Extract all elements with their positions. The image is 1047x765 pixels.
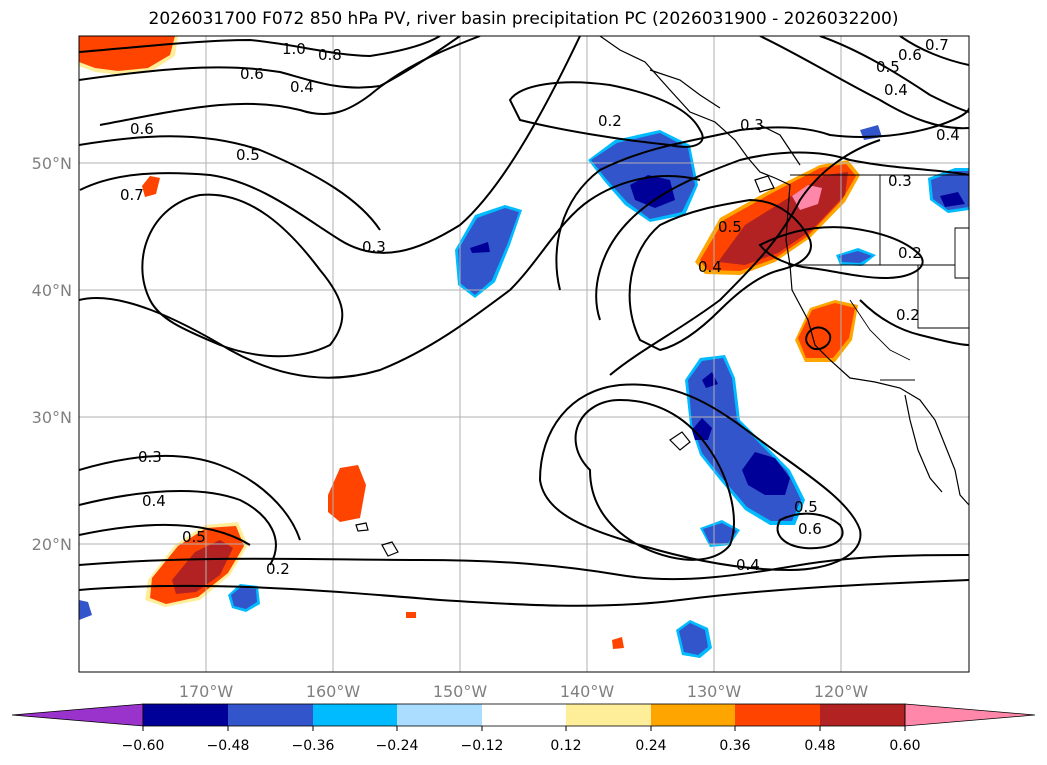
contour-labels: 1.0 0.8 0.6 0.6 0.5 0.7 0.2 0.3 0.3 0.5 …	[120, 36, 960, 578]
positive-precip-shading	[79, 36, 860, 649]
colorbar-segment	[143, 704, 228, 726]
colorbar-tick-label: 0.60	[889, 738, 920, 754]
colorbar-segment	[397, 704, 482, 726]
contour-label: 0.3	[888, 172, 912, 190]
political-borders	[788, 174, 969, 381]
contour-label: 0.3	[362, 238, 386, 256]
map-title: 2026031700 F072 850 hPa PV, river basin …	[148, 9, 899, 29]
contour-label: 0.4	[884, 81, 908, 99]
contour-label: 0.5	[876, 58, 900, 76]
contour-label: 0.2	[898, 244, 922, 262]
latitude-labels: 50°N 40°N 30°N 20°N	[32, 154, 72, 554]
colorbar-tick-label: −0.36	[292, 738, 335, 754]
lon-label: 120°W	[814, 682, 869, 701]
colorbar-segment	[228, 704, 313, 726]
colorbar-tick-label: −0.24	[376, 738, 419, 754]
lat-label: 20°N	[32, 535, 72, 554]
coastlines	[355, 36, 969, 557]
graticule	[79, 36, 969, 672]
colorbar-segment	[904, 703, 1036, 727]
colorbar-tick-label: −0.12	[461, 738, 504, 754]
contour-label: 0.5	[236, 146, 260, 164]
lon-label: 170°W	[179, 682, 234, 701]
contour-label: 0.8	[318, 46, 342, 64]
contour-label: 0.2	[896, 306, 920, 324]
contour-label: 0.4	[698, 258, 722, 276]
lat-label: 30°N	[32, 408, 72, 427]
contour-label: 0.4	[736, 556, 760, 574]
colorbar-tick-label: 0.36	[719, 738, 750, 754]
colorbar-tick-label: −0.48	[207, 738, 250, 754]
lon-label: 130°W	[687, 682, 742, 701]
lon-label: 140°W	[560, 682, 615, 701]
colorbar-tick-label: −0.60	[122, 738, 165, 754]
lon-label: 150°W	[433, 682, 488, 701]
lon-label: 160°W	[306, 682, 361, 701]
contour-label: 0.4	[936, 126, 960, 144]
contour-label: 0.6	[130, 120, 154, 138]
contour-label: 0.6	[240, 65, 264, 83]
map-area: 1.0 0.8 0.6 0.6 0.5 0.7 0.2 0.3 0.3 0.5 …	[79, 36, 969, 672]
colorbar: −0.60 −0.48 −0.36 −0.24 −0.12 0.12 0.24 …	[11, 703, 1036, 754]
contour-label: 0.7	[120, 186, 144, 204]
contour-label: 0.4	[290, 78, 314, 96]
colorbar-segment	[313, 704, 397, 726]
colorbar-segment	[651, 704, 735, 726]
pv-contours	[79, 36, 969, 607]
colorbar-tick-label: 0.24	[635, 738, 666, 754]
colorbar-segment	[11, 703, 144, 727]
contour-label: 0.3	[138, 448, 162, 466]
lat-label: 40°N	[32, 281, 72, 300]
colorbar-segment	[566, 704, 651, 726]
contour-label: 0.2	[598, 112, 622, 130]
contour-label: 0.4	[142, 492, 166, 510]
contour-label: 0.5	[794, 498, 818, 516]
colorbar-tick-label: 0.12	[550, 738, 581, 754]
longitude-labels: 170°W 160°W 150°W 140°W 130°W 120°W	[179, 682, 869, 701]
colorbar-tick-label: 0.48	[804, 738, 835, 754]
contour-label: 0.6	[898, 46, 922, 64]
colorbar-segment	[735, 704, 820, 726]
contour-label: 1.0	[282, 40, 306, 58]
contour-label: 0.6	[798, 520, 822, 538]
colorbar-segment	[820, 704, 905, 726]
contour-label: 0.5	[182, 528, 206, 546]
negative-precip-shading	[79, 125, 969, 658]
map-frame	[78, 35, 970, 673]
contour-label: 0.2	[266, 560, 290, 578]
contour-label: 0.3	[740, 116, 764, 134]
lat-label: 50°N	[32, 154, 72, 173]
contour-label: 0.7	[925, 36, 949, 54]
colorbar-segment	[482, 704, 566, 726]
contour-label: 0.5	[718, 218, 742, 236]
